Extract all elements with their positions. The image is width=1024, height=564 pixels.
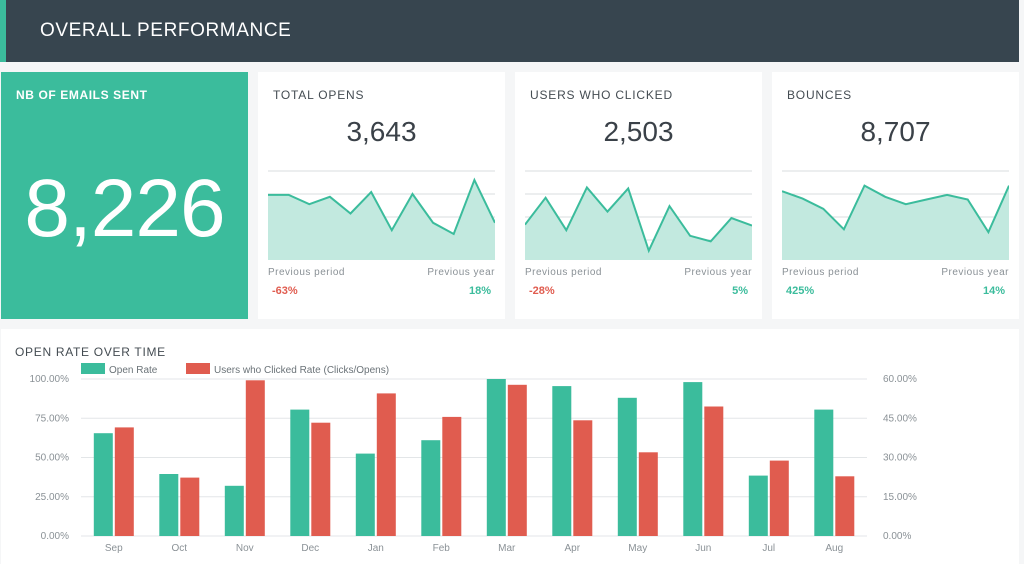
previous-period-change: -28% bbox=[529, 285, 555, 297]
bar-open-rate bbox=[617, 397, 637, 536]
x-axis-tick-label: Apr bbox=[564, 543, 580, 554]
bar-open-rate bbox=[552, 386, 572, 536]
legend-swatch bbox=[186, 363, 210, 374]
bar-open-rate bbox=[224, 485, 244, 536]
sparkline-area bbox=[268, 180, 495, 260]
x-axis-tick-label: Mar bbox=[498, 543, 516, 554]
right-axis-tick-label: 60.00% bbox=[883, 374, 917, 385]
bar-clicked-rate bbox=[835, 476, 855, 536]
total-opens-sparkline bbox=[268, 170, 495, 260]
bar-clicked-rate bbox=[638, 452, 658, 536]
users-clicked-card: USERS WHO CLICKED 2,503 Previous period … bbox=[515, 72, 762, 319]
legend-label: Open Rate bbox=[109, 365, 158, 376]
previous-year-change: 5% bbox=[732, 285, 748, 297]
bar-clicked-rate bbox=[769, 460, 789, 536]
previous-year-change: 18% bbox=[468, 285, 491, 297]
bounces-value: 8,707 bbox=[860, 116, 931, 147]
sparkline-area bbox=[525, 187, 752, 260]
bounces-sparkline bbox=[782, 170, 1009, 260]
emails-sent-value: 8,226 bbox=[24, 163, 225, 254]
sparkline-line bbox=[782, 184, 1009, 235]
left-axis-tick-label: 50.00% bbox=[35, 453, 69, 464]
legend-label: Users who Clicked Rate (Clicks/Opens) bbox=[214, 365, 389, 376]
sparkline-area bbox=[782, 185, 1009, 260]
previous-year-label: Previous year bbox=[941, 267, 1009, 278]
left-axis-tick-label: 75.00% bbox=[35, 413, 69, 424]
previous-period-label: Previous period bbox=[782, 267, 859, 278]
bar-clicked-rate bbox=[311, 422, 331, 536]
bar-clicked-rate bbox=[704, 406, 724, 536]
x-axis-tick-label: Nov bbox=[236, 543, 254, 554]
x-axis-tick-label: Aug bbox=[825, 543, 843, 554]
sparkline-line bbox=[525, 185, 752, 254]
bar-clicked-rate bbox=[442, 416, 462, 536]
x-axis-tick-label: Dec bbox=[301, 543, 319, 554]
bar-clicked-rate bbox=[180, 477, 200, 536]
bar-open-rate bbox=[748, 475, 768, 536]
dashboard-header: OVERALL PERFORMANCE bbox=[0, 0, 1019, 62]
x-axis-tick-label: Oct bbox=[171, 543, 187, 554]
bar-clicked-rate bbox=[114, 427, 134, 536]
bar-open-rate bbox=[93, 433, 113, 536]
x-axis-tick-label: Jul bbox=[762, 543, 775, 554]
sparkline-line bbox=[268, 177, 495, 236]
bar-clicked-rate bbox=[376, 393, 396, 536]
bar-clicked-rate bbox=[573, 420, 593, 536]
bar-open-rate bbox=[159, 474, 179, 536]
users-clicked-value: 2,503 bbox=[603, 116, 674, 147]
bar-open-rate bbox=[486, 379, 506, 536]
open-rate-chart-card: OPEN RATE OVER TIME 0.00% 25.00% 50.00% 75.… bbox=[1, 329, 1019, 564]
previous-year-change: 14% bbox=[982, 285, 1005, 297]
x-axis-tick-label: Feb bbox=[433, 543, 451, 554]
legend-swatch bbox=[81, 363, 105, 374]
x-axis-tick-label: Jan bbox=[368, 543, 384, 554]
bar-open-rate bbox=[683, 382, 703, 536]
right-axis-tick-label: 15.00% bbox=[883, 492, 917, 503]
right-axis-tick-label: 30.00% bbox=[883, 453, 917, 464]
left-axis-tick-label: 100.00% bbox=[30, 374, 70, 385]
x-axis-tick-label: Sep bbox=[105, 543, 123, 554]
bar-open-rate bbox=[814, 409, 834, 536]
open-rate-bar-chart: 0.00% 25.00% 50.00% 75.00% 100.00% 0.00% 15.00… bbox=[30, 363, 917, 554]
bar-open-rate bbox=[290, 409, 310, 536]
right-axis-tick-label: 45.00% bbox=[883, 413, 917, 424]
emails-sent-card: NB OF EMAILS SENT 8,226 bbox=[1, 72, 248, 319]
previous-year-label: Previous year bbox=[684, 267, 752, 278]
previous-period-change: -63% bbox=[272, 285, 298, 297]
users-clicked-sparkline bbox=[525, 170, 752, 260]
x-axis-tick-label: Jun bbox=[695, 543, 711, 554]
bar-open-rate bbox=[421, 440, 441, 536]
bounces-label: BOUNCES bbox=[787, 88, 852, 102]
previous-period-label: Previous period bbox=[525, 267, 602, 278]
right-axis-tick-label: 0.00% bbox=[883, 531, 911, 542]
left-axis-tick-label: 25.00% bbox=[35, 492, 69, 503]
bar-clicked-rate bbox=[245, 380, 265, 536]
total-opens-value: 3,643 bbox=[346, 116, 417, 147]
total-opens-label: TOTAL OPENS bbox=[273, 88, 365, 102]
chart-title: OPEN RATE OVER TIME bbox=[15, 345, 166, 359]
users-clicked-label: USERS WHO CLICKED bbox=[530, 88, 673, 102]
previous-period-label: Previous period bbox=[268, 267, 345, 278]
emails-sent-label: NB OF EMAILS SENT bbox=[16, 88, 148, 102]
x-axis-tick-label: May bbox=[628, 543, 647, 554]
bar-open-rate bbox=[355, 453, 375, 536]
previous-year-label: Previous year bbox=[427, 267, 495, 278]
left-axis-tick-label: 0.00% bbox=[41, 531, 69, 542]
total-opens-card: TOTAL OPENS 3,643 Previous period Previo… bbox=[258, 72, 505, 319]
bounces-card: BOUNCES 8,707 Previous period Previous y… bbox=[772, 72, 1019, 319]
bar-clicked-rate bbox=[507, 384, 527, 536]
page-title: OVERALL PERFORMANCE bbox=[40, 20, 292, 41]
previous-period-change: 425% bbox=[786, 285, 815, 297]
